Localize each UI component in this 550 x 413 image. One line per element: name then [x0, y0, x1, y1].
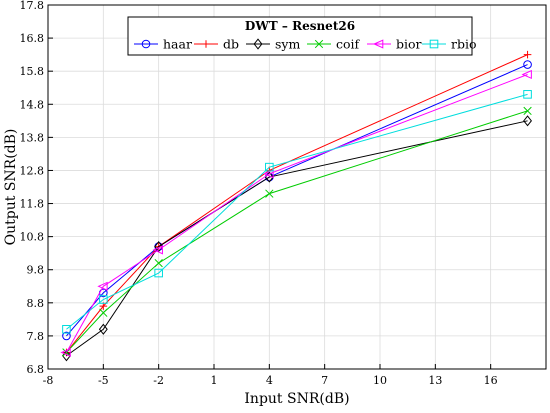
data-point-haar — [523, 60, 532, 69]
legend-label: sym — [275, 37, 300, 52]
legend-entry-haar: haar — [134, 37, 192, 52]
series-haar — [62, 60, 532, 341]
series-sym — [62, 115, 532, 362]
x-tick-label: -8 — [43, 374, 54, 387]
y-tick-label: 11.8 — [20, 198, 45, 211]
legend-entry-sym: sym — [246, 37, 300, 52]
y-axis-ticks: 6.8 7.8 8.8 9.8 10.8 11.8 12.8 13.8 14.8 15.8 16.8… — [20, 0, 53, 376]
series-line-sym — [66, 120, 528, 357]
series-coif — [62, 106, 532, 357]
legend-marker — [429, 39, 439, 49]
data-point-bior — [97, 281, 108, 291]
data-point-sym — [98, 323, 108, 335]
data-point-rbio — [62, 324, 71, 334]
x-tick-label: 16 — [484, 374, 498, 387]
plot-frame — [47, 4, 547, 370]
y-tick-label: 13.8 — [20, 131, 45, 144]
x-tick-label: 7 — [321, 374, 328, 387]
x-tick-label: -2 — [153, 374, 164, 387]
data-point-rbio — [265, 162, 274, 172]
data-point-bior — [60, 347, 71, 358]
legend-entry-rbio: rbio — [422, 37, 477, 52]
series-bior — [60, 69, 532, 358]
x-tick-label: 10 — [373, 374, 387, 387]
y-tick-label: 10.8 — [20, 231, 45, 244]
legend-marker — [314, 39, 324, 49]
x-axis-ticks: -8 -5 -2 1 4 7 10 13 16 — [43, 364, 498, 387]
data-point-bior — [521, 69, 532, 80]
y-tick-label: 9.8 — [27, 264, 45, 277]
y-tick-label: 14.8 — [20, 98, 45, 111]
legend-marker — [253, 38, 263, 50]
legend-entry-bior: bior — [367, 37, 422, 52]
data-point-db — [523, 50, 532, 59]
legend-label: db — [223, 37, 239, 52]
data-point-coif — [62, 348, 71, 357]
x-tick-label: 13 — [428, 374, 442, 387]
data-point-haar — [62, 331, 71, 341]
legend-marker — [202, 40, 210, 48]
series-line-coif — [66, 110, 528, 353]
data-point-sym — [523, 115, 532, 127]
data-point-rbio — [523, 90, 532, 99]
legend-entry-db: db — [194, 37, 239, 52]
legend-label: coif — [336, 37, 361, 52]
x-tick-label: -5 — [98, 374, 109, 387]
data-point-sym — [154, 240, 164, 253]
y-tick-label: 6.8 — [27, 363, 45, 376]
series-line-rbio — [66, 93, 528, 330]
data-point-coif — [154, 258, 163, 268]
legend-items: haar db sym coif bior rbio — [134, 37, 477, 52]
y-tick-label: 16.8 — [20, 32, 45, 45]
series-line-bior — [66, 74, 528, 353]
x-tick-label: 1 — [211, 374, 218, 387]
legend-label: rbio — [451, 37, 477, 52]
grid-lines — [47, 4, 546, 370]
y-tick-label: 7.8 — [27, 330, 45, 343]
legend-label: bior — [396, 37, 422, 52]
data-point-bior — [152, 245, 163, 255]
data-point-coif — [99, 308, 108, 317]
data-point-rbio — [99, 295, 108, 304]
series-lines — [60, 50, 532, 362]
y-tick-label: 15.8 — [20, 65, 45, 78]
series-rbio — [62, 90, 532, 334]
data-point-bior — [263, 169, 274, 179]
legend-entry-coif: coif — [307, 37, 361, 52]
data-point-sym — [62, 350, 71, 362]
y-tick-label: 17.8 — [20, 0, 45, 12]
legend-marker — [372, 39, 384, 49]
legend-label: haar — [163, 37, 192, 52]
x-axis-label: Input SNR(dB) — [244, 391, 349, 407]
x-tick-label: 4 — [266, 374, 273, 387]
y-tick-label: 12.8 — [20, 164, 45, 177]
y-tick-label: 8.8 — [27, 297, 45, 310]
data-point-coif — [523, 106, 532, 116]
y-axis-label: Output SNR(dB) — [3, 129, 19, 246]
data-point-coif — [265, 189, 274, 198]
legend-box — [127, 16, 473, 56]
legend: DWT – Resnet26 haar db sym coif bior rbio — [127, 16, 477, 56]
legend-title: DWT – Resnet26 — [245, 19, 355, 33]
legend-marker — [141, 39, 151, 49]
series-line-haar — [66, 64, 528, 337]
data-point-rbio — [154, 268, 163, 278]
